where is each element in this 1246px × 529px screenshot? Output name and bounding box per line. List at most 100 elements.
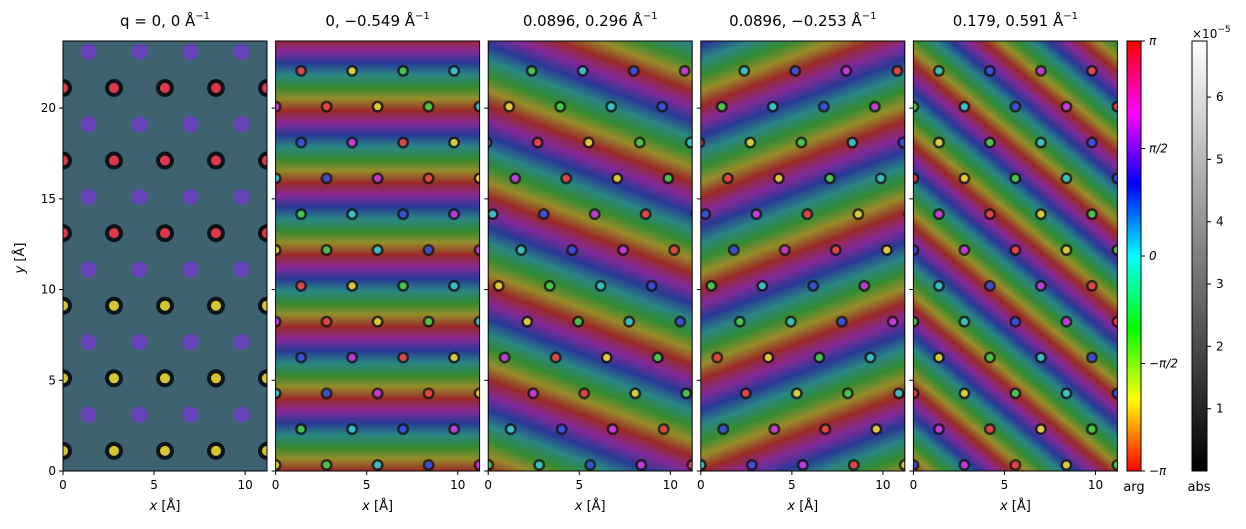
atom-column — [913, 103, 917, 111]
atom-column — [986, 425, 994, 433]
atom-column — [913, 246, 917, 254]
arg-colorbar-bar — [1126, 40, 1142, 472]
atom-column — [297, 354, 305, 361]
atom-column — [769, 103, 777, 111]
atom-column — [505, 103, 513, 111]
atom-column — [262, 445, 267, 456]
atom-column — [80, 188, 97, 205]
atom-column — [636, 139, 644, 146]
atom-column — [619, 246, 627, 254]
atom-column — [637, 461, 645, 469]
atom-column — [676, 318, 684, 326]
atom-column — [899, 139, 905, 146]
atom-column — [889, 318, 897, 326]
x-tick-label: 0 — [59, 478, 67, 492]
atom-column — [233, 188, 250, 205]
atom-column — [791, 67, 799, 75]
x-axis-label: x [Å] — [999, 498, 1031, 514]
atom-column — [500, 32, 507, 39]
atom-column — [613, 174, 621, 182]
atom-column — [275, 318, 280, 326]
atom-column — [1011, 103, 1019, 111]
panel-5-image — [913, 41, 1118, 471]
panel-3-image — [449, 32, 693, 471]
atom-column — [935, 67, 943, 75]
atom-column — [809, 282, 817, 290]
abs-colorbar-tick-label: 6 — [1216, 90, 1224, 104]
arg-colorbar-tick-label: −π — [1149, 464, 1167, 478]
x-tick-label: 0 — [910, 478, 918, 492]
atom-column — [1037, 67, 1045, 75]
atom-column — [323, 103, 331, 111]
atom-column — [449, 32, 456, 39]
atom-column — [815, 354, 823, 361]
x-tick-label: 0 — [272, 478, 280, 492]
atom-column — [681, 67, 689, 75]
atom-column — [1088, 425, 1096, 433]
atom-column — [450, 354, 458, 361]
atom-column — [607, 103, 615, 111]
atom-column — [63, 445, 68, 456]
y-axis-label: y [Å] — [12, 243, 28, 275]
atom-column — [63, 373, 68, 384]
atom-column — [425, 461, 433, 469]
atom-column — [1037, 354, 1045, 361]
atom-column — [131, 188, 148, 205]
x-axis-label-var: x — [361, 499, 370, 514]
abs-colorbar-tick-label: 4 — [1216, 215, 1224, 229]
atom-column — [182, 188, 199, 205]
atom-column — [814, 32, 821, 39]
y-axis-label-unit: [Å] — [12, 243, 28, 266]
panel-frame — [62, 40, 268, 472]
atom-column — [233, 406, 250, 423]
atom-column — [374, 389, 382, 397]
atom-column — [960, 389, 968, 397]
atom-column — [131, 43, 148, 60]
atom-column — [552, 354, 560, 361]
panel-title-exp: −1 — [195, 11, 210, 22]
abs-colorbar-label: abs — [1188, 480, 1211, 495]
atom-column — [854, 210, 862, 218]
atom-column — [585, 139, 593, 146]
atom-column — [556, 103, 564, 111]
atom-column — [700, 461, 705, 469]
atom-column — [1113, 174, 1118, 182]
atom-column — [160, 228, 170, 239]
atom-column — [450, 425, 458, 433]
atom-column — [211, 228, 221, 239]
panel-1: q = 0, 0 Å−1 0 5 10 x [Å] 0 5 10 15 20 — [41, 11, 268, 514]
atom-column — [719, 425, 727, 433]
atom-column — [109, 155, 119, 166]
panel-1-image — [63, 41, 267, 471]
phase-field — [488, 41, 693, 471]
atom-column — [746, 139, 754, 146]
atom-column — [1113, 389, 1118, 397]
atom-column — [660, 425, 668, 433]
atom-column — [707, 282, 715, 290]
atom-column — [109, 228, 119, 239]
atom-column — [1088, 282, 1096, 290]
x-tick-label: 0 — [697, 478, 705, 492]
atom-column — [579, 67, 587, 75]
atom-column — [211, 300, 221, 311]
atom-column — [986, 282, 994, 290]
atom-column — [820, 103, 828, 111]
atom-column — [597, 282, 605, 290]
atom-column — [272, 32, 279, 39]
atom-column — [297, 67, 305, 75]
atom-column — [1088, 210, 1096, 218]
arg-colorbar: arg −π −π/2 0 π/2 π — [1123, 34, 1178, 495]
abs-colorbar-multiplier-base: ×10 — [1192, 27, 1217, 41]
atom-column — [986, 139, 994, 146]
atom-column — [670, 246, 678, 254]
atom-column — [901, 461, 905, 469]
atom-halo — [270, 29, 282, 41]
abs-colorbar-bar — [1191, 40, 1208, 472]
atom-column — [348, 354, 356, 361]
atom-column — [1037, 282, 1045, 290]
x-tick-label: 5 — [788, 478, 796, 492]
atom-column — [658, 103, 666, 111]
atom-column — [109, 300, 119, 311]
atom-halo — [372, 29, 384, 41]
x-tick-label: 5 — [150, 478, 158, 492]
